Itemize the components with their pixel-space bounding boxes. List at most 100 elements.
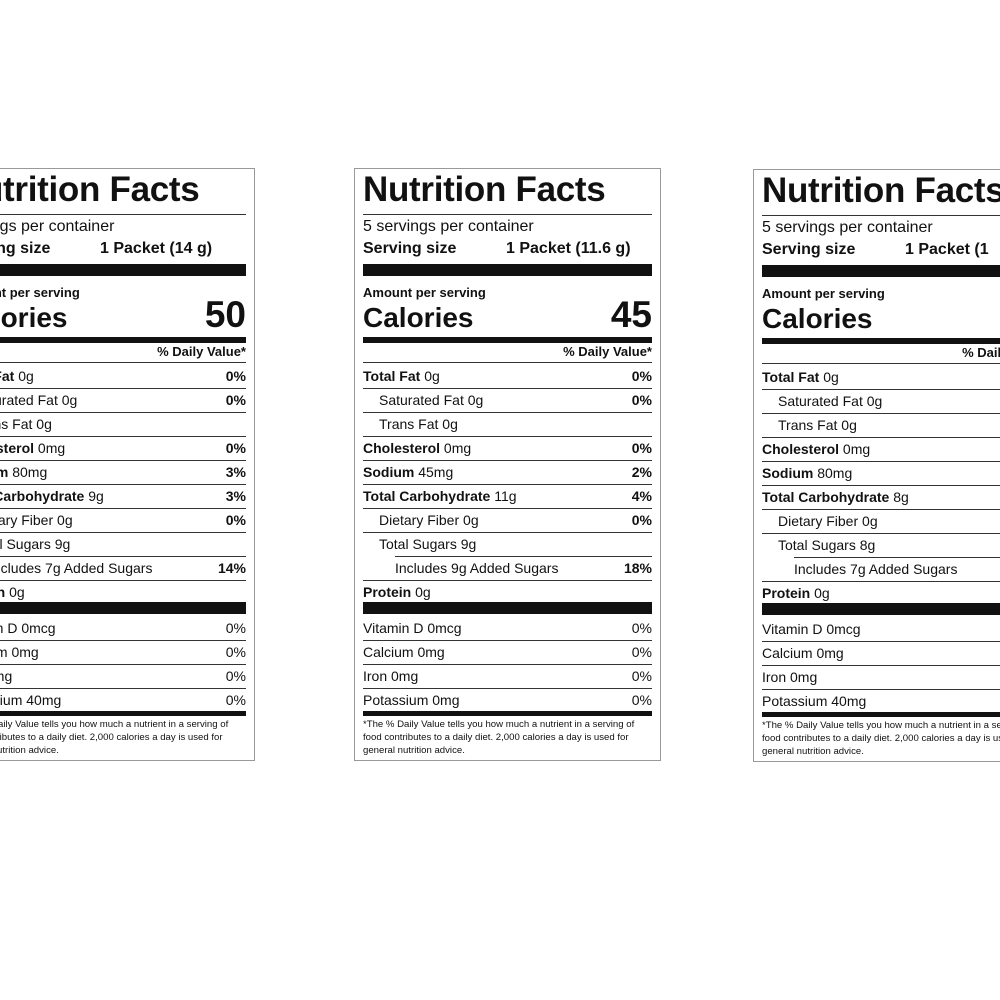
nutrient-amount: 0g <box>463 512 479 528</box>
nutrient-name: Saturated Fat <box>0 392 58 408</box>
nutrient-row: Total Fat 0g <box>0 364 34 388</box>
nutrient-amount: 0g <box>823 369 839 385</box>
nutrient-name: Trans Fat <box>778 417 838 433</box>
nutrient-dv: 4% <box>631 488 652 504</box>
nutrient-amount: 11g <box>494 488 517 504</box>
vitamin-dv: 0% <box>225 644 246 660</box>
nutrient-name: Sodium <box>762 465 814 481</box>
nutrient-name: Saturated Fat <box>379 392 464 408</box>
rule <box>363 532 652 533</box>
nutrient-amount: 80mg <box>817 465 853 481</box>
nutrient-row: Trans Fat 0g <box>379 412 458 436</box>
rule <box>0 640 246 641</box>
rule <box>0 580 246 581</box>
nutrient-name: Cholesterol <box>363 440 441 456</box>
rule <box>762 485 1000 486</box>
label-title: Nutrition Facts <box>762 171 1000 210</box>
vitamin-dv: 0% <box>631 692 652 708</box>
vitamin-name: Vitamin D 0mcg <box>0 620 56 636</box>
footnote: *The % Daily Value tells you how much a … <box>363 719 635 756</box>
vitamin-name: Calcium 0mg <box>0 644 39 660</box>
nutrient-row: Cholesterol 0mg <box>762 437 870 461</box>
nutrient-amount: 0g <box>424 368 440 384</box>
calories-label: Calories <box>363 302 474 333</box>
nutrient-amount: 0g <box>36 416 52 432</box>
nutrient-name: Total Fat <box>762 369 820 385</box>
rule <box>363 337 652 343</box>
servings: 5 servings per container <box>363 218 534 235</box>
rule <box>0 337 246 343</box>
nutrient-amount: 0g <box>814 585 830 601</box>
nutrient-row: Protein 0g <box>363 580 431 604</box>
nutrition-label: Nutrition Facts 5 servings per container S… <box>753 169 1000 762</box>
serving-size-label: Serving size <box>363 240 457 257</box>
amount-per-serving: Amount per serving <box>363 285 486 300</box>
nutrient-row: Total Fat 0g <box>363 364 440 388</box>
nutrient-row: Sodium 80mg <box>762 461 852 485</box>
rule <box>0 664 246 665</box>
vitamin-dv: 0% <box>225 692 246 708</box>
rule <box>363 436 652 437</box>
servings: servings per container <box>0 218 115 235</box>
nutrient-amount: 0g <box>866 393 883 409</box>
nutrient-dv: 0% <box>631 392 652 408</box>
nutrient-dv: 0% <box>225 512 246 528</box>
nutrient-dv: 3% <box>225 488 246 504</box>
nutrient-amount: 9g <box>460 536 477 552</box>
nutrient-name: Total Sugars <box>379 536 457 552</box>
rule <box>762 265 1000 277</box>
vitamin-name: Potassium 40mg <box>762 693 867 709</box>
nutrition-label: Nutrition Facts servings per container Ser… <box>0 168 255 761</box>
amount-per-serving: Amount per serving <box>0 285 80 300</box>
nutrient-name: Includes 9g Added Sugars <box>395 560 559 576</box>
vitamin-name: Calcium 0mg <box>363 644 445 660</box>
nutrient-row: Includes 9g Added Sugars <box>395 556 558 580</box>
nutrient-amount: 0g <box>862 513 878 529</box>
vitamin-dv: 0% <box>631 644 652 660</box>
vitamin-dv: 0% <box>225 668 246 684</box>
nutrient-amount: 0g <box>841 417 857 433</box>
rule <box>0 214 246 215</box>
nutrient-amount: 0g <box>467 392 484 408</box>
rule <box>363 508 652 509</box>
nutrient-amount: 9g <box>54 536 71 552</box>
nutrient-name: Protein <box>0 584 6 600</box>
nutrient-name: Includes 7g Added Sugars <box>794 561 958 577</box>
nutrient-dv: 0% <box>225 440 246 456</box>
nutrition-label: Nutrition Facts 5 servings per container S… <box>354 168 661 761</box>
nutrient-row: Trans Fat 0g <box>778 413 857 437</box>
nutrient-amount: 8g <box>859 537 876 553</box>
nutrient-row: Dietary Fiber 0g <box>778 509 878 533</box>
nutrient-row: Saturated Fat 0g <box>778 389 882 413</box>
rule <box>0 556 246 557</box>
rule <box>0 412 246 413</box>
nutrient-amount: 0mg <box>443 440 472 456</box>
nutrient-name: Total Fat <box>363 368 421 384</box>
nutrient-name: Total Carbohydrate <box>363 488 491 504</box>
nutrient-name: Saturated Fat <box>778 393 863 409</box>
calories-label: Calories <box>0 302 68 333</box>
rule <box>762 712 1000 717</box>
amount-per-serving: Amount per serving <box>762 286 885 301</box>
vitamin-name: Iron 0mg <box>0 668 13 684</box>
nutrient-name: Trans Fat <box>0 416 33 432</box>
rule <box>762 215 1000 216</box>
nutrient-row: Cholesterol 0mg <box>363 436 471 460</box>
rule <box>762 437 1000 438</box>
nutrient-dv: 14% <box>217 560 246 576</box>
nutrient-row: Total Carbohydrate 8g <box>762 485 909 509</box>
nutrient-dv: 0% <box>631 368 652 384</box>
serving-size: 1 Packet (1 <box>905 241 989 258</box>
nutrient-name: Total Carbohydrate <box>762 489 890 505</box>
rule <box>0 388 246 389</box>
nutrient-amount: 0mg <box>37 440 66 456</box>
rule <box>762 363 1000 364</box>
nutrient-amount: 0g <box>9 584 25 600</box>
nutrient-dv: 0% <box>225 392 246 408</box>
nutrient-row: Trans Fat 0g <box>0 412 52 436</box>
nutrient-row: Total Sugars 9g <box>0 532 70 556</box>
footnote: *The % Daily Value tells you how much a … <box>0 719 229 756</box>
rule <box>363 264 652 276</box>
nutrient-row: Total Sugars 8g <box>778 533 875 557</box>
